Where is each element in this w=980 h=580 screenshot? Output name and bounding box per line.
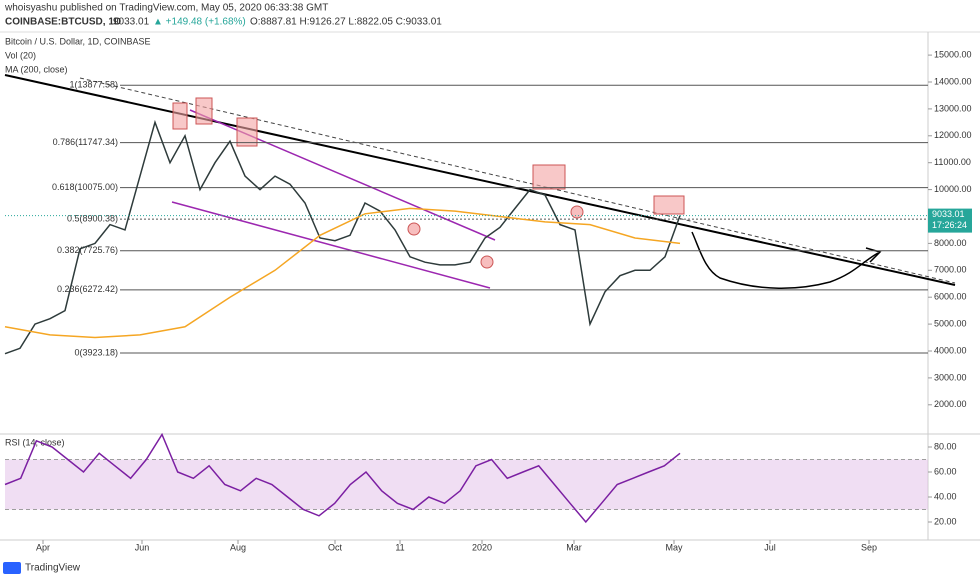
y-tick-label: 7000.00 [934, 265, 967, 275]
highlight-circle [480, 255, 494, 269]
last-price-box [928, 208, 972, 233]
channel-line [171, 201, 491, 289]
highlight-circle [570, 205, 584, 219]
x-tick-label: Aug [230, 542, 246, 552]
y-tick-label: 15000.00 [934, 49, 972, 59]
x-tick-label: Mar [566, 542, 582, 552]
x-tick-label: Jul [764, 542, 776, 552]
y-tick-label: 10000.00 [934, 184, 972, 194]
series-line [4, 432, 681, 524]
fib-label: 0.236(6272.42) [57, 284, 118, 294]
y-tick-label: 60.00 [934, 466, 957, 476]
highlight-circle [407, 222, 421, 236]
brand-logo [3, 562, 21, 574]
fib-label: 0.5(8900.38) [67, 214, 118, 224]
fib-label: 0(3923.18) [74, 347, 118, 357]
x-tick-label: May [665, 542, 683, 552]
x-tick-label: Oct [328, 542, 343, 552]
brand: TradingView [25, 563, 81, 574]
last: 9033.01 [113, 17, 150, 28]
highlight-box [236, 117, 258, 147]
last-price-label: 9033.01 [932, 209, 965, 219]
countdown: 17:26:24 [932, 220, 967, 230]
y-tick-label: 40.00 [934, 491, 957, 501]
x-tick-label: 2020 [472, 542, 492, 552]
y-tick-label: 6000.00 [934, 292, 967, 302]
legend-rsi: RSI (14, close) [5, 437, 65, 447]
change: ▲ +149.48 (+1.68%) [153, 17, 246, 28]
projection-arrow [691, 231, 879, 290]
y-tick-label: 13000.00 [934, 103, 972, 113]
series-line [4, 207, 681, 339]
y-tick-label: 11000.00 [934, 157, 971, 167]
y-tick-label: 5000.00 [934, 318, 967, 328]
fib-label: 0.382(7725.76) [57, 245, 118, 255]
series-line [4, 119, 681, 355]
y-tick-label: 3000.00 [934, 372, 967, 382]
legend-ma: MA (200, close) [5, 64, 68, 74]
x-tick-label: Apr [36, 542, 50, 552]
y-tick-label: 4000.00 [934, 345, 967, 355]
trendline [4, 74, 956, 286]
x-tick-label: Sep [861, 542, 877, 552]
legend-title: Bitcoin / U.S. Dollar, 1D, COINBASE [5, 36, 151, 46]
highlight-box [172, 102, 188, 130]
x-tick-label: 11 [395, 542, 404, 552]
fib-label: 0.786(11747.34) [53, 137, 118, 147]
ohlc: O:8887.81 H:9126.27 L:8822.05 C:9033.01 [250, 17, 442, 28]
highlight-box [532, 164, 566, 190]
y-tick-label: 8000.00 [934, 238, 967, 248]
fib-label: 1(13877.58) [69, 80, 118, 90]
legend-volume: Vol (20) [5, 50, 36, 60]
arrow-head [865, 247, 882, 263]
y-tick-label: 80.00 [934, 441, 957, 451]
y-tick-label: 14000.00 [934, 76, 972, 86]
highlight-box [195, 97, 213, 125]
author-line: whoisyashu published on TradingView.com,… [4, 3, 328, 14]
x-tick-label: Jun [135, 542, 150, 552]
y-tick-label: 12000.00 [934, 130, 972, 140]
rsi-band [5, 459, 928, 510]
fib-label: 0.618(10075.00) [52, 182, 118, 192]
highlight-box [653, 195, 685, 215]
y-tick-label: 2000.00 [934, 399, 967, 409]
y-tick-label: 20.00 [934, 516, 957, 526]
dashed-trendline [79, 77, 956, 284]
symbol: COINBASE:BTCUSD, 1D [5, 17, 121, 28]
